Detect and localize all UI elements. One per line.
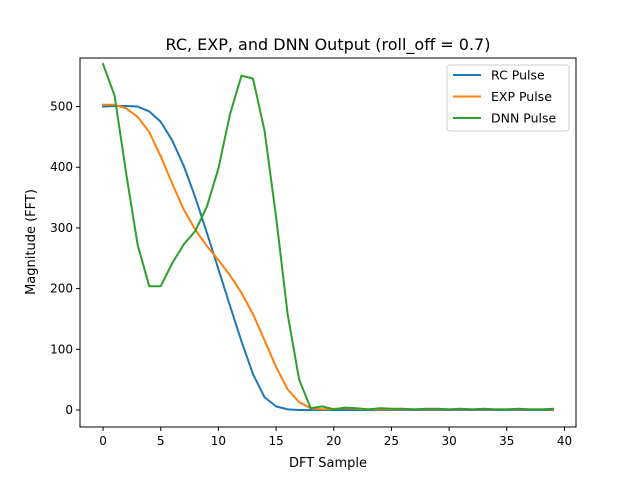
chart-title: RC, EXP, and DNN Output (roll_off = 0.7) (166, 35, 491, 55)
x-tick-label: 30 (441, 434, 456, 448)
x-tick-label: 25 (384, 434, 399, 448)
series-line-3 (101, 62, 554, 411)
x-tick-label: 40 (557, 434, 572, 448)
y-tick-label: 500 (50, 100, 73, 114)
x-axis-label: DFT Sample (289, 456, 367, 471)
y-axis-label: Magnitude (FFT) (24, 189, 39, 295)
y-tick-label: 0 (65, 403, 73, 417)
x-tick-label: 35 (499, 434, 514, 448)
x-tick-label: 20 (326, 434, 341, 448)
legend-label: DNN Pulse (491, 111, 557, 126)
legend-box (446, 64, 570, 132)
y-tick-label: 300 (50, 221, 73, 235)
y-tick-label: 400 (50, 160, 73, 174)
x-tick-label: 10 (211, 434, 226, 448)
legend-label: EXP Pulse (491, 89, 552, 104)
x-tick-label: 5 (157, 434, 165, 448)
y-tick-label: 200 (50, 282, 73, 296)
legend: RC Pulse EXP Pulse DNN Pulse (446, 64, 570, 132)
x-tick-label: 0 (99, 434, 107, 448)
plot-frame (79, 57, 577, 428)
x-tick-label: 15 (268, 434, 283, 448)
legend-label: RC Pulse (491, 68, 545, 83)
y-tick-label: 100 (50, 342, 73, 356)
